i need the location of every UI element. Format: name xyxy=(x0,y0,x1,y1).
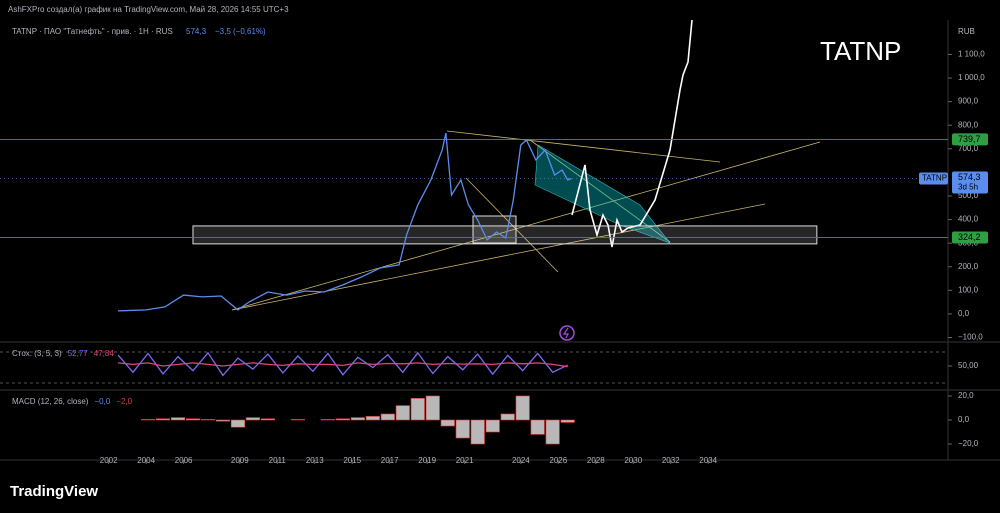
legend-value: −2,0 xyxy=(116,397,132,406)
y-tick-label: 100,0 xyxy=(958,285,979,294)
logo: TradingView xyxy=(10,483,98,500)
y-tick-label: 200,0 xyxy=(958,262,979,271)
wedge xyxy=(534,144,671,244)
projection-path xyxy=(571,19,693,248)
macd-bar xyxy=(545,419,560,445)
macd-bar xyxy=(290,419,305,421)
macd-bar xyxy=(440,419,455,427)
x-tick-label: 2030 xyxy=(624,456,642,465)
macd-bar xyxy=(380,413,395,421)
x-tick-label: 2013 xyxy=(306,456,324,465)
macd-bar xyxy=(515,395,530,421)
macd-bar xyxy=(170,417,186,421)
legend-change: −3,5 (−0,61%) xyxy=(215,27,266,36)
x-tick-label: 2017 xyxy=(381,456,399,465)
level-label: 324,2 xyxy=(958,232,981,242)
event-icon xyxy=(559,325,575,341)
macd-bar xyxy=(215,419,230,422)
x-tick-label: 2024 xyxy=(512,456,530,465)
y-tick-label: 700,0 xyxy=(958,144,979,153)
y-tick-label: 1 000,0 xyxy=(958,73,985,82)
price-line xyxy=(117,351,568,377)
macd-bar xyxy=(395,405,410,421)
macd-bar xyxy=(560,419,575,423)
macd-bar xyxy=(500,413,515,421)
x-tick-label: 2006 xyxy=(175,456,193,465)
macd-bar xyxy=(140,419,156,421)
macd-bar xyxy=(185,418,201,421)
x-tick-label: 2026 xyxy=(549,456,567,465)
x-tick-label: 2011 xyxy=(269,456,287,465)
y-tick-label: −100,0 xyxy=(958,333,983,342)
macd-bar xyxy=(530,419,545,435)
y-tick-label: 400,0 xyxy=(958,215,979,224)
event-bolt xyxy=(562,327,569,339)
x-tick-label: 2002 xyxy=(100,456,118,465)
x-tick-label: 2034 xyxy=(699,456,717,465)
macd-bar xyxy=(335,418,350,421)
y-tick-label: 800,0 xyxy=(958,120,979,129)
annotation: TATNP xyxy=(820,36,901,66)
macd-bar xyxy=(425,395,440,421)
macd-bar xyxy=(350,417,365,421)
series-tag xyxy=(919,172,948,185)
y-tick-label: 0,0 xyxy=(958,309,970,318)
legend-value: 52,77 xyxy=(68,349,89,358)
macd-bar xyxy=(320,419,335,421)
price-line xyxy=(117,132,572,312)
macd-bar xyxy=(485,419,500,433)
y-tick-label: 0,0 xyxy=(958,415,970,424)
price-tag xyxy=(952,171,988,194)
price-tag-label: 574,3 xyxy=(958,172,981,182)
pane-title: Стох. (3, 5, 3) xyxy=(12,349,62,358)
pane-title: MACD (12, 26, close) xyxy=(12,397,89,406)
macd-bar xyxy=(230,419,245,428)
macd-bar xyxy=(245,417,260,421)
macd-bar xyxy=(365,416,380,421)
macd-bar xyxy=(470,419,485,445)
price-tag-countdown: 3d 5h xyxy=(958,183,978,192)
symbol-title: TATNP · ПАО "Татнефть" - прив. · 1H · RU… xyxy=(12,27,173,36)
y-tick-label: 500,0 xyxy=(958,191,979,200)
macd-bar xyxy=(455,419,470,439)
legend-value: 47,84 xyxy=(94,349,115,358)
price-line xyxy=(117,362,568,368)
x-tick-label: 2004 xyxy=(137,456,155,465)
legend-value: −0,0 xyxy=(94,397,110,406)
currency: RUB xyxy=(958,27,975,36)
level-tag xyxy=(952,133,988,146)
x-tick-label: 2009 xyxy=(231,456,249,465)
attribution: AshFXPro создал(а) график на TradingView… xyxy=(8,5,289,14)
macd-bar xyxy=(410,398,425,421)
y-tick-label: 20,0 xyxy=(958,391,974,400)
macd-bar xyxy=(200,419,216,421)
legend-price: 574,3 xyxy=(186,27,207,36)
zone xyxy=(192,225,818,245)
x-tick-label: 2021 xyxy=(456,456,474,465)
macd-bar xyxy=(155,418,171,421)
macd-bar xyxy=(260,418,275,421)
y-tick-label: 900,0 xyxy=(958,97,979,106)
level-label: 739,7 xyxy=(958,134,981,144)
y-tick-label: −20,0 xyxy=(958,439,979,448)
x-tick-label: 2015 xyxy=(343,456,361,465)
series-tag-label: TATNP xyxy=(922,174,947,183)
level-tag xyxy=(952,231,988,244)
y-tick-label: 50,00 xyxy=(958,361,979,370)
x-tick-label: 2019 xyxy=(418,456,436,465)
y-tick-label: 1 100,0 xyxy=(958,50,985,59)
x-tick-label: 2028 xyxy=(587,456,605,465)
x-tick-label: 2032 xyxy=(662,456,680,465)
